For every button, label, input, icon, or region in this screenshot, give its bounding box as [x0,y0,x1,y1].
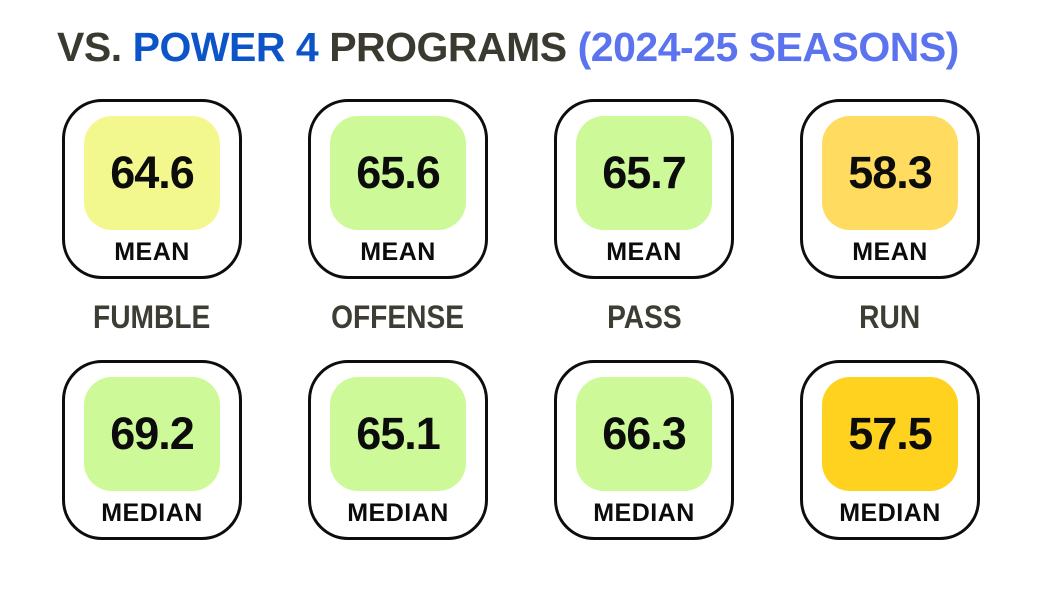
mean-card-row: 64.6 MEAN 65.6 MEAN 65.7 MEAN 58.3 MEAN [62,99,980,279]
title-programs: PROGRAMS [329,24,567,70]
stat-type-label: MEAN [852,238,928,266]
stat-type-label: MEDIAN [593,499,695,527]
stat-value: 57.5 [848,408,933,459]
stat-value: 58.3 [848,147,933,198]
stat-card-fumble-mean: 64.6 MEAN [62,99,242,279]
stat-type-label: MEAN [114,238,190,266]
stat-card-pass-median: 66.3 MEDIAN [554,360,734,540]
stat-fill: 65.7 [576,116,712,230]
stat-value: 69.2 [110,408,195,459]
stat-type-label: MEDIAN [839,499,941,527]
stat-card-fumble-median: 69.2 MEDIAN [62,360,242,540]
title-season: (2024-25 SEASONS) [577,24,960,70]
stat-card-run-mean: 58.3 MEAN [800,99,980,279]
stat-fill: 69.2 [84,377,220,491]
category-label-fumble: FUMBLE [93,299,211,335]
stat-value: 65.1 [356,408,441,459]
stat-fill: 64.6 [84,116,220,230]
category-label-row: FUMBLE OFFENSE PASS RUN [62,299,980,336]
stat-card-run-median: 57.5 MEDIAN [800,360,980,540]
category-label-offense: OFFENSE [331,299,465,335]
stat-fill: 57.5 [822,377,958,491]
title-power4: POWER 4 [132,24,319,70]
stat-value: 65.7 [602,147,687,198]
stat-type-label: MEDIAN [347,499,449,527]
stat-value: 65.6 [356,147,441,198]
stat-fill: 58.3 [822,116,958,230]
category-label-run: RUN [859,299,921,335]
stat-fill: 65.6 [330,116,466,230]
stat-value: 64.6 [110,147,195,198]
median-card-row: 69.2 MEDIAN 65.1 MEDIAN 66.3 MEDIAN 57.5… [62,360,980,540]
stat-card-pass-mean: 65.7 MEAN [554,99,734,279]
stat-type-label: MEAN [606,238,682,266]
stat-card-offense-median: 65.1 MEDIAN [308,360,488,540]
stat-card-offense-mean: 65.6 MEAN [308,99,488,279]
stat-type-label: MEAN [360,238,436,266]
stat-fill: 65.1 [330,377,466,491]
page-title: VS. POWER 4 PROGRAMS (2024-25 SEASONS) [57,24,960,70]
stat-value: 66.3 [602,408,687,459]
stat-type-label: MEDIAN [101,499,203,527]
stat-fill: 66.3 [576,377,712,491]
category-label-pass: PASS [606,299,682,335]
title-vs: VS. [57,24,122,70]
